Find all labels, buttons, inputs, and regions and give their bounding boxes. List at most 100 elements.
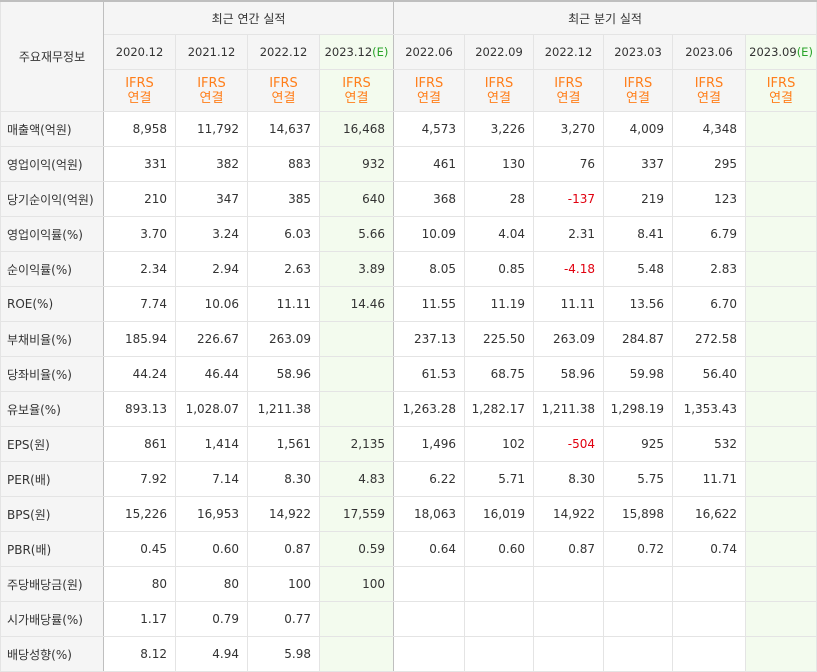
table-cell: 337 xyxy=(603,146,673,182)
row-label: 유보율(%) xyxy=(0,391,104,427)
table-cell xyxy=(744,321,817,357)
table-row: 순이익률(%) 2.34 2.94 2.63 3.89 8.05 0.85 -4.18 5.48… xyxy=(0,251,817,287)
table-cell: 10.06 xyxy=(175,286,248,322)
table-cell: 16,953 xyxy=(175,496,248,532)
table-row: 영업이익(억원) 331 382 883 932 461 130 76 337 295 xyxy=(0,146,817,182)
ifrs-consolidated-label: IFRS 연결 xyxy=(247,69,320,112)
table-cell: 13.56 xyxy=(603,286,673,322)
table-cell: 11.11 xyxy=(247,286,320,322)
table-cell: 1,211.38 xyxy=(247,391,320,427)
table-row: 시가배당률(%) 1.17 0.79 0.77 xyxy=(0,601,817,637)
table-cell: 15,898 xyxy=(603,496,673,532)
table-cell: 18,063 xyxy=(393,496,465,532)
ifrs-text: IFRS xyxy=(342,75,371,91)
table-cell: 7.92 xyxy=(103,461,176,497)
row-label: 부채비율(%) xyxy=(0,321,104,357)
table-cell: 0.87 xyxy=(533,531,604,567)
table-cell: 3.89 xyxy=(319,251,394,287)
table-cell: 14,922 xyxy=(247,496,320,532)
table-cell xyxy=(319,356,394,392)
table-cell: 272.58 xyxy=(672,321,746,357)
table-cell: 4,009 xyxy=(603,111,673,147)
table-cell: 382 xyxy=(175,146,248,182)
table-cell: -4.18 xyxy=(533,251,604,287)
row-label: BPS(원) xyxy=(0,496,104,532)
table-cell: 0.79 xyxy=(175,601,248,637)
table-cell xyxy=(464,636,534,672)
table-cell: 385 xyxy=(247,181,320,217)
period-label: 2022.12 xyxy=(259,45,308,59)
table-cell xyxy=(672,636,746,672)
table-cell: 2.63 xyxy=(247,251,320,287)
table-row: 매출액(억원) 8,958 11,792 14,637 16,468 4,573 3,226… xyxy=(0,111,817,147)
table-row: 주당배당금(원) 80 80 100 100 xyxy=(0,566,817,602)
table-cell xyxy=(319,321,394,357)
period-label: 2020.12 xyxy=(115,45,164,59)
table-cell: 263.09 xyxy=(247,321,320,357)
row-label: 배당성향(%) xyxy=(0,636,104,672)
table-cell: 8.30 xyxy=(247,461,320,497)
period-label: 2022.06 xyxy=(405,45,453,59)
table-cell: 0.60 xyxy=(464,531,534,567)
table-cell: 58.96 xyxy=(533,356,604,392)
ifrs-consolidated-label: IFRS 연결 xyxy=(603,69,673,112)
row-label: 시가배당률(%) xyxy=(0,601,104,637)
table-row: 배당성향(%) 8.12 4.94 5.98 xyxy=(0,636,817,672)
ifrs-text: IFRS xyxy=(484,75,514,91)
table-cell: 883 xyxy=(247,146,320,182)
table-cell: 2.34 xyxy=(103,251,176,287)
table-cell: 4.04 xyxy=(464,216,534,252)
table-cell: 0.72 xyxy=(603,531,673,567)
period-header-2023-03: 2023.03 xyxy=(603,34,673,70)
table-cell: -504 xyxy=(533,426,604,462)
table-cell: 58.96 xyxy=(247,356,320,392)
table-cell: 1,561 xyxy=(247,426,320,462)
table-cell: 16,019 xyxy=(464,496,534,532)
table-cell: 0.60 xyxy=(175,531,248,567)
table-cell: 4.94 xyxy=(175,636,248,672)
table-row: PBR(배) 0.45 0.60 0.87 0.59 0.64 0.60 0.87 0.72 0.… xyxy=(0,531,817,567)
period-header-2022-12: 2022.12 xyxy=(247,34,320,70)
table-cell xyxy=(464,566,534,602)
row-label: 당좌비율(%) xyxy=(0,356,104,392)
ifrs-text: IFRS xyxy=(269,75,298,91)
table-cell xyxy=(319,601,394,637)
table-cell: 6.03 xyxy=(247,216,320,252)
table-cell: 5.48 xyxy=(603,251,673,287)
table-cell: 123 xyxy=(672,181,746,217)
table-cell: 3,226 xyxy=(464,111,534,147)
table-cell: 226.67 xyxy=(175,321,248,357)
table-cell: 11.19 xyxy=(464,286,534,322)
period-header-2023-09: 2023.09(E) xyxy=(744,34,817,70)
table-cell: 56.40 xyxy=(672,356,746,392)
row-label: 순이익률(%) xyxy=(0,251,104,287)
table-cell: 331 xyxy=(103,146,176,182)
table-cell: 16,468 xyxy=(319,111,394,147)
table-row: 부채비율(%) 185.94 226.67 263.09 237.13 225.50 263… xyxy=(0,321,817,357)
table-cell: 28 xyxy=(464,181,534,217)
table-cell: 59.98 xyxy=(603,356,673,392)
table-cell: 237.13 xyxy=(393,321,465,357)
table-cell: 1,353.43 xyxy=(672,391,746,427)
table-cell xyxy=(672,601,746,637)
ifrs-text: IFRS xyxy=(125,75,154,91)
ifrs-consolidated-label: IFRS 연결 xyxy=(103,69,176,112)
table-cell xyxy=(744,146,817,182)
table-cell: 1,263.28 xyxy=(393,391,465,427)
table-cell: 925 xyxy=(603,426,673,462)
corner-label: 주요재무정보 xyxy=(0,0,104,112)
ifrs-consolidated-label: IFRS 연결 xyxy=(393,69,465,112)
period-header-2021-12: 2021.12 xyxy=(175,34,248,70)
table-cell: 0.87 xyxy=(247,531,320,567)
table-cell: 2.83 xyxy=(672,251,746,287)
table-cell: 2,135 xyxy=(319,426,394,462)
row-label: EPS(원) xyxy=(0,426,104,462)
table-cell xyxy=(744,111,817,147)
table-cell: 8.12 xyxy=(103,636,176,672)
table-cell: 8.41 xyxy=(603,216,673,252)
table-cell xyxy=(744,286,817,322)
ifrs-consolidated-label: IFRS 연결 xyxy=(464,69,534,112)
period-label: 2023.06 xyxy=(685,45,733,59)
period-header-2022-12: 2022.12 xyxy=(533,34,604,70)
consolidated-text: 연결 xyxy=(556,90,581,106)
